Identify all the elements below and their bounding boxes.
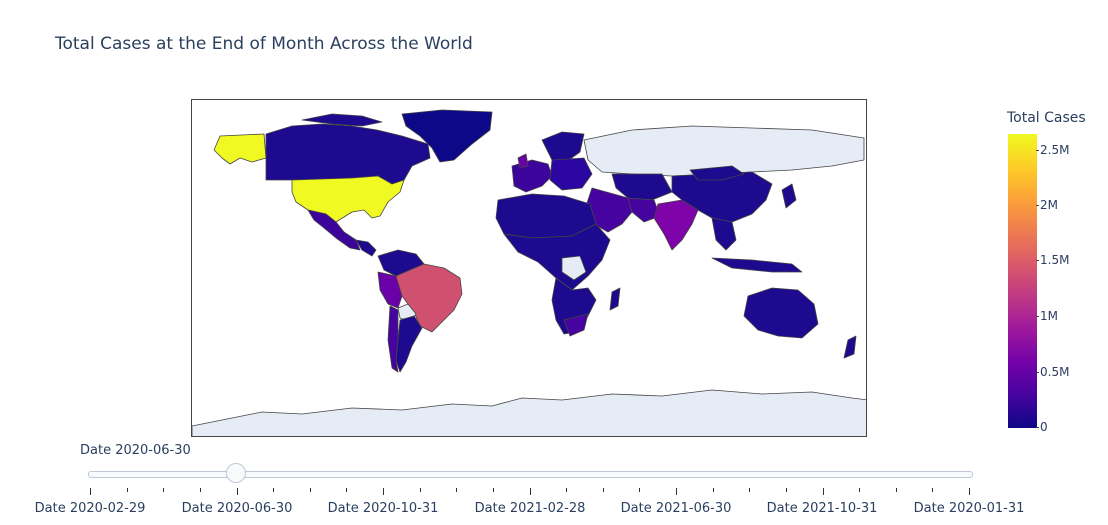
slider-minor-tick [932, 488, 933, 492]
region-alaska[interactable] [213, 133, 267, 165]
region-argentina[interactable] [395, 315, 423, 373]
slider-step-label[interactable]: Date 2020-02-29 [34, 501, 146, 516]
slider-handle[interactable] [226, 463, 246, 483]
region-canada[interactable] [265, 123, 431, 185]
world-map[interactable] [191, 99, 867, 437]
region-iran[interactable] [627, 197, 661, 223]
slider-step-label[interactable]: Date 2020-10-31 [327, 501, 439, 516]
region-uk[interactable] [517, 153, 529, 169]
slider-step-label[interactable]: Date 2021-10-31 [766, 501, 878, 516]
region-russia[interactable] [583, 125, 865, 177]
slider-step-label[interactable]: Date 2021-06-30 [620, 501, 732, 516]
slider-minor-tick [896, 488, 897, 492]
colorbar-tick: 0 [1036, 420, 1048, 434]
slider-minor-tick [603, 488, 604, 492]
region-arctic-islands[interactable] [301, 113, 383, 127]
slider-minor-tick [420, 488, 421, 492]
region-indonesia[interactable] [711, 257, 803, 273]
region-scandinavia[interactable] [541, 131, 585, 163]
region-europe-east[interactable] [549, 157, 593, 191]
slider-minor-tick [273, 488, 274, 492]
region-mongolia[interactable] [689, 165, 745, 181]
slider-major-tick [676, 488, 677, 495]
slider-major-tick [383, 488, 384, 495]
region-africa-missing[interactable] [561, 255, 587, 281]
slider-minor-tick [163, 488, 164, 492]
slider-minor-tick [127, 488, 128, 492]
region-south-africa[interactable] [563, 313, 589, 337]
region-japan[interactable] [781, 183, 797, 209]
colorbar-tick: 1.5M [1035, 253, 1070, 267]
slider-minor-tick [200, 488, 201, 492]
region-china[interactable] [671, 171, 773, 223]
region-chile[interactable] [387, 305, 399, 373]
colorbar [1008, 134, 1037, 428]
slider-minor-tick [566, 488, 567, 492]
region-mexico[interactable] [307, 209, 361, 251]
slider-minor-tick [749, 488, 750, 492]
region-antarctica[interactable] [192, 389, 867, 437]
slider-step-label[interactable]: Date 2021-02-28 [474, 501, 586, 516]
region-usa[interactable] [291, 175, 405, 223]
slider-minor-tick [310, 488, 311, 492]
slider-current-value: Date 2020-06-30 [80, 443, 191, 458]
slider-minor-tick [713, 488, 714, 492]
region-europe-west[interactable] [511, 159, 553, 193]
slider-major-tick [969, 488, 970, 495]
colorbar-title: Total Cases [1007, 110, 1086, 126]
chart-title: Total Cases at the End of Month Across t… [55, 34, 473, 54]
map-svg [192, 109, 867, 437]
slider-minor-tick [456, 488, 457, 492]
colorbar-tick: 0.5M [1035, 365, 1070, 379]
slider-minor-tick [493, 488, 494, 492]
slider-minor-tick [639, 488, 640, 492]
region-new-zealand[interactable] [843, 335, 857, 359]
slider-minor-tick [786, 488, 787, 492]
colorbar-tick: 1M [1036, 309, 1058, 323]
slider-major-tick [530, 488, 531, 495]
slider-major-tick [237, 488, 238, 495]
slider-major-tick [90, 488, 91, 495]
colorbar-tick: 2.5M [1035, 143, 1070, 157]
slider-major-tick [823, 488, 824, 495]
slider-rail[interactable] [88, 471, 973, 478]
region-greenland[interactable] [401, 109, 493, 163]
region-madagascar[interactable] [609, 287, 621, 311]
colorbar-tick: 2M [1036, 198, 1058, 212]
slider-minor-tick [859, 488, 860, 492]
region-india[interactable] [653, 199, 699, 251]
region-se-asia[interactable] [711, 217, 737, 251]
slider-minor-tick [346, 488, 347, 492]
slider-step-label[interactable]: Date 2020-01-31 [913, 501, 1025, 516]
slider-step-label[interactable]: Date 2020-06-30 [181, 501, 293, 516]
region-australia[interactable] [743, 287, 819, 339]
region-central-america[interactable] [355, 239, 377, 257]
